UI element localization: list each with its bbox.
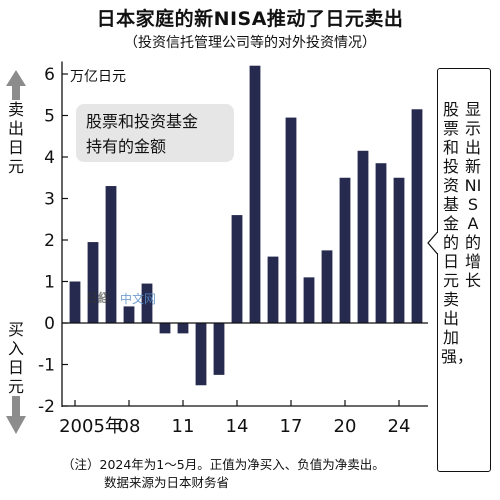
down-arrow-icon <box>6 416 26 434</box>
chart-subtitle: （投资信托管理公司等的对外投资情况） <box>124 35 376 51</box>
x-tick-label-2020: 20 <box>334 416 357 437</box>
bar-2012 <box>195 323 207 386</box>
y-tick-label-1: 1 <box>44 273 55 293</box>
y-unit-label: 万亿日元 <box>70 69 126 85</box>
bar-2013 <box>213 323 225 375</box>
bar-2015 <box>249 65 261 323</box>
y-tick-label-6: 6 <box>44 65 55 85</box>
legend-line-1: 股票和投资基金 <box>86 112 199 131</box>
x-tick-label-2005: 2005年 <box>59 416 123 437</box>
x-tick-label-2008: 08 <box>118 416 141 437</box>
callout-line-2: 股票和投资基金的日元卖出加强， <box>441 100 474 366</box>
up-arrow-icon <box>6 70 26 86</box>
bar-2008 <box>123 306 135 323</box>
watermark-text: 中文网 <box>120 292 157 306</box>
axes-group <box>61 61 428 407</box>
y-ticks-group: -2 -1 0 1 2 3 4 5 6 <box>38 65 68 417</box>
bar-2014 <box>231 215 243 323</box>
bar-2020 <box>339 177 351 323</box>
y-tick-label-3: 3 <box>44 190 55 210</box>
bar-2024 <box>411 109 423 324</box>
bar-2006 <box>87 242 99 323</box>
footnote: （注）2024年为1～5月。正值为净买入、负值为净卖出。 数据来源为日本财务省 <box>62 456 385 492</box>
bar-2016 <box>267 256 279 323</box>
bars-group <box>69 65 423 386</box>
y-tick-label-2: 2 <box>44 231 55 251</box>
footnote-line-2: 数据来源为日本财务省 <box>104 475 230 490</box>
down-arrow-shaft <box>12 396 20 416</box>
callout-line-1: 显示出新NISA的增长 <box>464 100 482 290</box>
sell-yen-label: 卖出日元 <box>7 100 24 176</box>
bar-2022 <box>375 163 387 323</box>
y-tick-label--2: -2 <box>38 397 55 417</box>
legend-line-2: 持有的金额 <box>86 137 167 156</box>
chart-title: 日本家庭的新NISA推动了日元卖出 <box>96 8 404 30</box>
footnote-line-1: （注）2024年为1～5月。正值为净买入、负值为净卖出。 <box>62 457 385 472</box>
bar-2017 <box>285 117 297 323</box>
y-tick-label-5: 5 <box>44 107 55 127</box>
x-tick-label-2023: 24 <box>388 416 411 437</box>
bar-2011 <box>177 323 189 334</box>
bar-2019 <box>321 250 333 323</box>
bar-2005 <box>69 281 81 323</box>
y-tick-label--1: -1 <box>38 356 55 376</box>
watermark-logo: 日経 <box>86 291 111 305</box>
buy-yen-label: 买入日元 <box>7 320 24 396</box>
bar-2023 <box>393 177 405 323</box>
x-tick-label-2014: 14 <box>226 416 249 437</box>
bar-2018 <box>303 277 315 323</box>
legend-box: 股票和投资基金 持有的金额 <box>76 104 234 162</box>
y-tick-label-0: 0 <box>44 314 55 334</box>
bar-2007 <box>105 186 117 323</box>
callout-box <box>437 68 491 472</box>
bar-2021 <box>357 150 369 323</box>
y-tick-label-4: 4 <box>44 148 55 168</box>
x-tick-label-2017: 17 <box>280 416 303 437</box>
x-tick-label-2011: 11 <box>172 416 195 437</box>
bar-2009 <box>141 283 153 323</box>
bar-2010 <box>159 323 171 334</box>
up-arrow-shaft <box>12 86 20 100</box>
direction-arrows <box>6 70 26 434</box>
